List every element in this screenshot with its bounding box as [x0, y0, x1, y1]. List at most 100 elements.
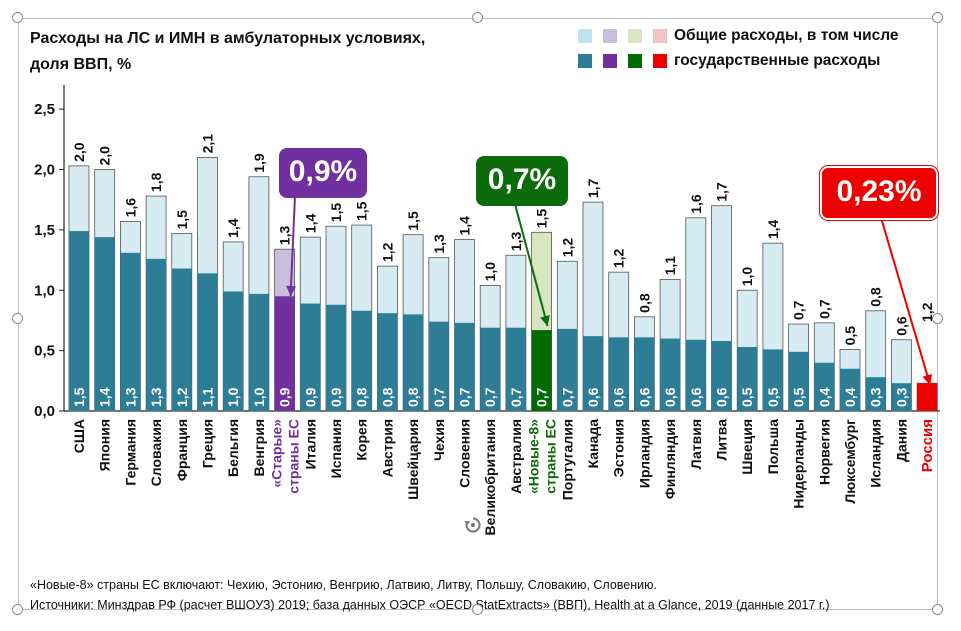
data-label-total: 1,4	[302, 213, 318, 233]
category-label-line: Ирландия	[636, 419, 652, 488]
category-label-line: Венгрия	[251, 419, 267, 477]
callout-arrow-new8-head	[540, 315, 550, 326]
data-label-total: 0,7	[816, 299, 832, 319]
data-label-government: 0,8	[354, 387, 370, 407]
category-label-line: Норвегия	[816, 419, 832, 485]
bar-government	[531, 330, 552, 411]
data-label-total: 1,0	[482, 262, 498, 282]
data-label-government: 1,4	[97, 387, 113, 407]
data-label-government: 0,7	[508, 387, 524, 407]
category-label-line: Финляндия	[662, 419, 678, 499]
data-label-government: 0,6	[611, 387, 627, 407]
category-label-line: Литва	[714, 419, 730, 461]
bar-government	[711, 340, 732, 411]
data-label-government: 0,7	[457, 387, 473, 407]
category-label: Финляндия	[662, 419, 678, 499]
bar-government	[454, 322, 475, 411]
bar-government	[274, 296, 295, 411]
legend-swatch-total-old	[603, 29, 617, 43]
callout-arrow-new8	[514, 203, 549, 327]
bar-government	[737, 347, 758, 411]
category-label: Словакия	[148, 419, 164, 486]
bar-government	[762, 349, 783, 411]
category-label-line: Италия	[302, 419, 318, 469]
data-label-government: 0,5	[739, 387, 755, 407]
footnote-new8: «Новые-8» страны ЕС включают: Чехию, Эст…	[30, 578, 657, 592]
chart-title: Расходы на ЛС и ИМН в амбулаторных услов…	[30, 26, 450, 78]
data-label-total: 1,5	[328, 203, 344, 223]
category-label: «Старые»страны ЕС	[269, 419, 302, 494]
resize-handle-top-mid[interactable]	[472, 12, 483, 23]
category-label: Россия	[919, 419, 936, 472]
category-label: Ирландия	[636, 419, 652, 488]
bar-government	[685, 339, 706, 411]
bar-government	[300, 303, 321, 411]
data-label-government: 0,7	[534, 387, 550, 407]
data-label-government: 0,9	[302, 387, 318, 407]
category-label-line: страны ЕС	[286, 419, 302, 494]
rotate-handle-icon[interactable]	[464, 516, 482, 534]
bar-government	[865, 377, 886, 411]
data-label-total: 1,4	[225, 218, 241, 238]
bar-government	[634, 337, 655, 411]
category-label-line: «Новые-8»	[526, 419, 542, 494]
callout-russia: 0,23%	[820, 166, 938, 220]
data-label-government: 0,7	[482, 387, 498, 407]
data-label-government: 0,6	[636, 387, 652, 407]
bar-government	[146, 258, 167, 411]
data-label-government: 0,6	[714, 387, 730, 407]
resize-handle-bottom-mid[interactable]	[472, 604, 483, 615]
data-label-government: 1,1	[200, 387, 216, 407]
bar-government	[223, 291, 244, 411]
resize-handle-mid-left[interactable]	[12, 313, 23, 324]
chart-title-line1: Расходы на ЛС и ИМН в амбулаторных услов…	[30, 30, 426, 47]
category-label-line: Канада	[585, 419, 601, 469]
data-label-government: 1,3	[148, 387, 164, 407]
legend-swatch-gov-old	[603, 54, 617, 68]
data-label-government: 0,4	[816, 387, 832, 407]
resize-handle-top-left[interactable]	[12, 12, 23, 23]
data-label-total: 2,1	[200, 134, 216, 154]
category-label-line: Латвия	[688, 419, 704, 469]
category-label: Франция	[174, 419, 190, 481]
bar-government	[120, 252, 141, 411]
data-label-total: 1,5	[405, 211, 421, 231]
category-label-line: Нидерланды	[791, 419, 807, 509]
category-label: США	[71, 419, 87, 453]
category-label-line: Чехия	[431, 419, 447, 461]
bar-government	[891, 383, 912, 411]
bar-government	[557, 328, 578, 411]
callout-new8: 0,7%	[476, 156, 568, 206]
resize-handle-bottom-right[interactable]	[932, 604, 943, 615]
category-label-line: Дания	[893, 419, 909, 462]
data-label-government: 1,5	[71, 387, 87, 407]
resize-handle-bottom-left[interactable]	[12, 604, 23, 615]
category-label: Люксембург	[842, 419, 858, 504]
category-label: Португалия	[559, 419, 575, 500]
category-label-line: Австрия	[379, 419, 395, 477]
data-label-total: 1,3	[277, 226, 293, 246]
legend-swatch-gov	[578, 54, 592, 68]
bar-government	[917, 383, 938, 411]
category-label-line: Люксембург	[842, 419, 858, 504]
bar-government	[197, 273, 218, 411]
category-label: Австралия	[508, 419, 524, 494]
category-label-line: Япония	[97, 419, 113, 471]
data-label-government: 0,9	[328, 387, 344, 407]
data-label-total: 1,7	[585, 178, 601, 198]
data-label-total: 1,7	[714, 182, 730, 202]
category-label-line: Исландия	[868, 419, 884, 488]
category-label-line: Словакия	[148, 419, 164, 486]
legend-total-label: Общие расходы, в том числе	[674, 27, 899, 44]
data-label-government: 1,2	[174, 387, 190, 407]
data-label-government: 0,5	[765, 387, 781, 407]
data-label-government: 0,3	[893, 387, 909, 407]
category-label: Греция	[200, 419, 216, 468]
bar-government	[248, 293, 269, 411]
resize-handle-mid-right[interactable]	[932, 313, 943, 324]
data-label-government: 0,6	[585, 387, 601, 407]
data-label-total: 0,6	[893, 316, 909, 336]
resize-handle-top-right[interactable]	[932, 12, 943, 23]
category-label-line: Россия	[919, 419, 936, 472]
category-label: Словения	[457, 419, 473, 488]
